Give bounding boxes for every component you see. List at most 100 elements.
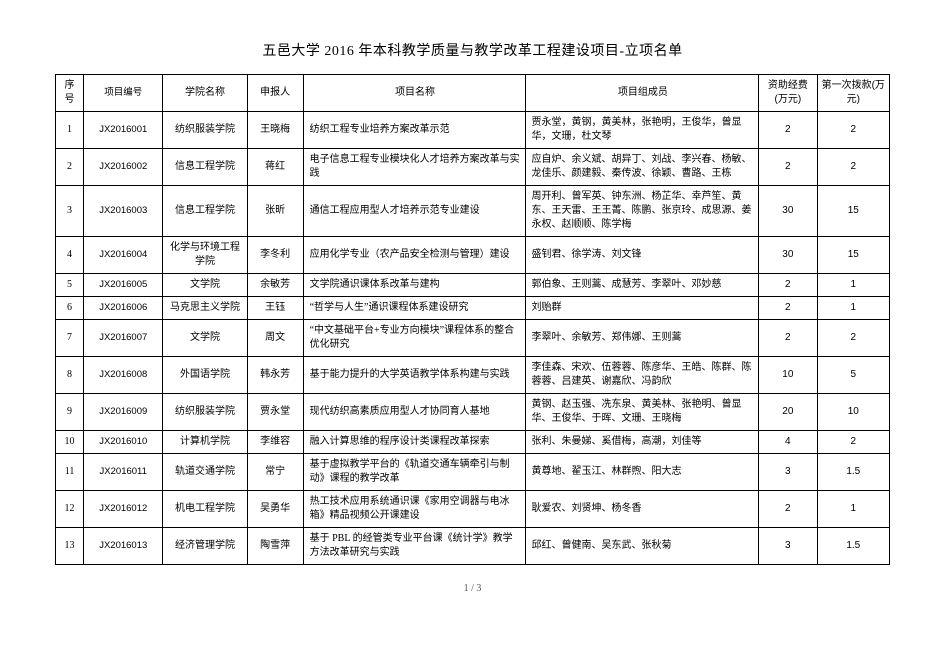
- header-first-pay: 第一次拨款(万元): [817, 75, 889, 112]
- cell-first-pay: 2: [817, 431, 889, 454]
- cell-applicant: 李冬利: [247, 237, 303, 274]
- cell-seq: 13: [56, 528, 84, 565]
- cell-project-name: 通信工程应用型人才培养示范专业建设: [303, 186, 525, 237]
- cell-applicant: 张昕: [247, 186, 303, 237]
- table-body: 1JX2016001纺织服装学院王晓梅纺织工程专业培养方案改革示范贾永堂，黄钢，…: [56, 112, 890, 565]
- page-title: 五邑大学 2016 年本科教学质量与教学改革工程建设项目-立项名单: [262, 40, 682, 60]
- cell-college: 文学院: [163, 274, 247, 297]
- cell-college: 马克思主义学院: [163, 297, 247, 320]
- header-fund: 资助经费(万元): [759, 75, 817, 112]
- cell-college: 轨道交通学院: [163, 454, 247, 491]
- cell-first-pay: 2: [817, 112, 889, 149]
- cell-project-id: JX2016003: [84, 186, 163, 237]
- header-applicant: 申报人: [247, 75, 303, 112]
- table-row: 10JX2016010计算机学院李维容融入计算思维的程序设计类课程改革探索张利、…: [56, 431, 890, 454]
- cell-first-pay: 15: [817, 237, 889, 274]
- cell-members: 刘贻群: [525, 297, 759, 320]
- cell-fund: 2: [759, 274, 817, 297]
- cell-applicant: 陶雪萍: [247, 528, 303, 565]
- cell-members: 李佳森、宋欢、伍蓉蓉、陈彦华、王皓、陈群、陈蓉蓉、吕建英、谢嘉欣、冯韵欣: [525, 357, 759, 394]
- cell-project-id: JX2016005: [84, 274, 163, 297]
- cell-applicant: 常宁: [247, 454, 303, 491]
- cell-applicant: 蒋红: [247, 149, 303, 186]
- cell-project-name: “中文基础平台+专业方向模块”课程体系的整合优化研究: [303, 320, 525, 357]
- cell-fund: 20: [759, 394, 817, 431]
- cell-college: 外国语学院: [163, 357, 247, 394]
- cell-members: 黄钢、赵玉强、冼东泉、黄美林、张艳明、曾显华、王俊华、于晖、文珊、王晓梅: [525, 394, 759, 431]
- cell-fund: 2: [759, 320, 817, 357]
- cell-fund: 2: [759, 297, 817, 320]
- cell-college: 信息工程学院: [163, 149, 247, 186]
- table-row: 12JX2016012机电工程学院吴勇华热工技术应用系统通识课《家用空调器与电冰…: [56, 491, 890, 528]
- table-row: 7JX2016007文学院周文“中文基础平台+专业方向模块”课程体系的整合优化研…: [56, 320, 890, 357]
- cell-college: 纺织服装学院: [163, 394, 247, 431]
- cell-first-pay: 1: [817, 491, 889, 528]
- table-header-row: 序号 项目编号 学院名称 申报人 项目名称 项目组成员 资助经费(万元) 第一次…: [56, 75, 890, 112]
- table-row: 5JX2016005文学院余敏芳文学院通识课体系改革与建构郭伯象、王则蒿、成慧芳…: [56, 274, 890, 297]
- cell-applicant: 韩永芳: [247, 357, 303, 394]
- cell-applicant: 贾永堂: [247, 394, 303, 431]
- cell-fund: 3: [759, 454, 817, 491]
- cell-seq: 8: [56, 357, 84, 394]
- cell-project-name: 基于虚拟教学平台的《轨道交通车辆牵引与制动》课程的教学改革: [303, 454, 525, 491]
- table-row: 2JX2016002信息工程学院蒋红电子信息工程专业模块化人才培养方案改革与实践…: [56, 149, 890, 186]
- cell-project-id: JX2016008: [84, 357, 163, 394]
- cell-first-pay: 1: [817, 274, 889, 297]
- cell-seq: 6: [56, 297, 84, 320]
- cell-members: 郭伯象、王则蒿、成慧芳、李翠叶、邓妙慈: [525, 274, 759, 297]
- cell-college: 纺织服装学院: [163, 112, 247, 149]
- cell-fund: 2: [759, 149, 817, 186]
- cell-project-id: JX2016010: [84, 431, 163, 454]
- header-project-name: 项目名称: [303, 75, 525, 112]
- cell-seq: 9: [56, 394, 84, 431]
- cell-seq: 2: [56, 149, 84, 186]
- cell-project-id: JX2016007: [84, 320, 163, 357]
- cell-project-id: JX2016011: [84, 454, 163, 491]
- cell-members: 邱红、曾健南、吴东武、张秋菊: [525, 528, 759, 565]
- cell-seq: 11: [56, 454, 84, 491]
- cell-first-pay: 5: [817, 357, 889, 394]
- cell-project-id: JX2016013: [84, 528, 163, 565]
- cell-project-id: JX2016006: [84, 297, 163, 320]
- cell-fund: 10: [759, 357, 817, 394]
- cell-project-name: 融入计算思维的程序设计类课程改革探索: [303, 431, 525, 454]
- cell-first-pay: 10: [817, 394, 889, 431]
- cell-members: 应自炉、余义斌、胡异丁、刘战、李兴春、杨敏、龙佳乐、颜建毅、秦传波、徐颖、曹路、…: [525, 149, 759, 186]
- cell-project-name: 基于 PBL 的经管类专业平台课《统计学》教学方法改革研究与实践: [303, 528, 525, 565]
- cell-college: 机电工程学院: [163, 491, 247, 528]
- table-row: 3JX2016003信息工程学院张昕通信工程应用型人才培养示范专业建设周开利、曾…: [56, 186, 890, 237]
- cell-project-id: JX2016009: [84, 394, 163, 431]
- cell-fund: 2: [759, 112, 817, 149]
- cell-first-pay: 1: [817, 297, 889, 320]
- cell-fund: 4: [759, 431, 817, 454]
- cell-project-id: JX2016004: [84, 237, 163, 274]
- header-seq: 序号: [56, 75, 84, 112]
- cell-college: 文学院: [163, 320, 247, 357]
- cell-first-pay: 1.5: [817, 454, 889, 491]
- cell-seq: 4: [56, 237, 84, 274]
- table-row: 6JX2016006马克思主义学院王钰“哲学与人生”通识课程体系建设研究刘贻群2…: [56, 297, 890, 320]
- cell-members: 贾永堂，黄钢，黄美林，张艳明，王俊华，曾显华，文珊，杜文琴: [525, 112, 759, 149]
- cell-applicant: 李维容: [247, 431, 303, 454]
- cell-members: 张利、朱曼娣、奚借梅，高潮，刘佳等: [525, 431, 759, 454]
- cell-members: 周开利、曾军英、钟东洲、杨芷华、幸芦笙、黄东、王天雷、王王菁、陈鹏、张京玲、成思…: [525, 186, 759, 237]
- header-project-id: 项目编号: [84, 75, 163, 112]
- table-row: 4JX2016004化学与环境工程学院李冬利应用化学专业（农产品安全检测与管理）…: [56, 237, 890, 274]
- cell-project-id: JX2016012: [84, 491, 163, 528]
- cell-project-name: 现代纺织高素质应用型人才协同育人基地: [303, 394, 525, 431]
- cell-fund: 30: [759, 237, 817, 274]
- cell-applicant: 王钰: [247, 297, 303, 320]
- cell-project-name: 文学院通识课体系改革与建构: [303, 274, 525, 297]
- table-row: 8JX2016008外国语学院韩永芳基于能力提升的大学英语教学体系构建与实践李佳…: [56, 357, 890, 394]
- cell-fund: 3: [759, 528, 817, 565]
- cell-members: 盛钊君、徐学涛、刘文锋: [525, 237, 759, 274]
- cell-seq: 7: [56, 320, 84, 357]
- projects-table: 序号 项目编号 学院名称 申报人 项目名称 项目组成员 资助经费(万元) 第一次…: [55, 74, 890, 565]
- cell-members: 耿爱农、刘贤坤、杨冬香: [525, 491, 759, 528]
- table-row: 13JX2016013经济管理学院陶雪萍基于 PBL 的经管类专业平台课《统计学…: [56, 528, 890, 565]
- table-row: 1JX2016001纺织服装学院王晓梅纺织工程专业培养方案改革示范贾永堂，黄钢，…: [56, 112, 890, 149]
- cell-college: 化学与环境工程学院: [163, 237, 247, 274]
- cell-applicant: 吴勇华: [247, 491, 303, 528]
- cell-seq: 1: [56, 112, 84, 149]
- table-row: 9JX2016009纺织服装学院贾永堂现代纺织高素质应用型人才协同育人基地黄钢、…: [56, 394, 890, 431]
